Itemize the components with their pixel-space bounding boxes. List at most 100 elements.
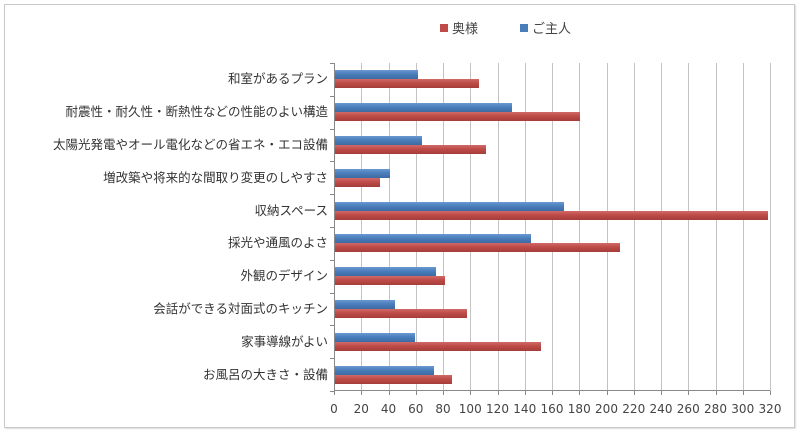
x-tick bbox=[552, 391, 553, 395]
x-tick bbox=[524, 391, 526, 395]
bar-wife bbox=[335, 177, 380, 187]
bar-wife bbox=[335, 243, 620, 253]
x-tick bbox=[361, 391, 363, 395]
x-tick-label: 320 bbox=[758, 402, 782, 416]
gridline bbox=[606, 63, 608, 391]
chart-legend: 奥様 ご主人 bbox=[440, 18, 571, 37]
x-tick-label: 300 bbox=[731, 402, 755, 416]
bar-husband bbox=[335, 300, 395, 309]
bar-wife bbox=[335, 276, 446, 286]
x-tick bbox=[497, 391, 499, 395]
bar-wife bbox=[335, 374, 453, 384]
y-tick bbox=[330, 161, 334, 163]
category-label: 採光や通風のよさ bbox=[227, 235, 328, 251]
gridline bbox=[770, 63, 771, 391]
x-tick bbox=[579, 391, 581, 395]
x-tick-label: 40 bbox=[380, 402, 397, 416]
x-axis bbox=[334, 390, 770, 391]
y-tick bbox=[330, 63, 334, 64]
bar-wife bbox=[335, 145, 487, 154]
legend-item-wife: 奥様 bbox=[440, 18, 478, 37]
gridline bbox=[579, 63, 581, 391]
gridline bbox=[552, 63, 553, 391]
bar-wife bbox=[335, 309, 468, 318]
y-tick bbox=[330, 128, 334, 130]
x-tick-label: 140 bbox=[513, 402, 537, 416]
bar-husband bbox=[335, 267, 436, 277]
plot-area bbox=[330, 63, 771, 395]
x-tick-label: 240 bbox=[649, 402, 673, 416]
category-label: 家事導線がよい bbox=[241, 333, 328, 349]
gridline bbox=[388, 63, 390, 391]
x-tick-label: 80 bbox=[435, 402, 451, 416]
y-axis bbox=[334, 63, 335, 391]
gridline bbox=[742, 63, 744, 391]
bar-husband bbox=[335, 168, 390, 178]
gridline bbox=[415, 63, 417, 391]
legend-swatch-wife bbox=[440, 23, 448, 32]
bar-wife bbox=[335, 79, 480, 89]
legend-swatch-husband bbox=[520, 23, 529, 32]
x-tick-label: 260 bbox=[676, 402, 700, 416]
category-label: 耐震性・耐久性・断熱性などの性能のよい構造 bbox=[65, 104, 328, 120]
bar-husband bbox=[335, 332, 416, 342]
x-tick-label: 280 bbox=[704, 402, 727, 416]
x-tick-label: 0 bbox=[330, 402, 338, 416]
gridline bbox=[524, 63, 526, 391]
category-label: 会話ができる対面式のキッチン bbox=[153, 301, 328, 316]
bar-husband bbox=[335, 201, 564, 211]
x-tick bbox=[770, 391, 771, 395]
x-tick bbox=[606, 391, 608, 395]
x-tick-label: 100 bbox=[458, 402, 482, 416]
x-tick bbox=[415, 391, 417, 395]
gridline bbox=[470, 63, 472, 391]
gridline bbox=[497, 63, 499, 391]
gridline bbox=[688, 63, 690, 391]
x-tick-label: 180 bbox=[567, 402, 591, 416]
gridline bbox=[715, 63, 717, 391]
x-tick-label: 220 bbox=[622, 402, 646, 416]
legend-label-wife: 奥様 bbox=[452, 22, 479, 37]
x-tick bbox=[470, 391, 472, 395]
bar-husband bbox=[335, 136, 423, 145]
y-tick bbox=[330, 95, 334, 97]
x-tick bbox=[334, 391, 335, 395]
y-tick bbox=[330, 292, 334, 294]
x-tick bbox=[715, 391, 717, 395]
x-tick bbox=[633, 391, 635, 395]
category-label: 収納スペース bbox=[254, 202, 328, 218]
x-tick bbox=[742, 391, 744, 395]
category-label: 和室があるプラン bbox=[227, 71, 328, 87]
legend-label-husband: ご主人 bbox=[532, 22, 572, 37]
gridline bbox=[361, 63, 363, 391]
y-tick bbox=[330, 194, 334, 196]
x-tick bbox=[388, 391, 390, 395]
x-tick-label: 200 bbox=[595, 402, 618, 416]
bar-wife bbox=[335, 112, 581, 122]
gridline bbox=[661, 63, 662, 391]
x-tick bbox=[688, 391, 690, 395]
y-tick bbox=[330, 325, 334, 327]
x-tick-label: 160 bbox=[540, 402, 564, 416]
category-label: 増改築や将来的な間取り変更のしやすさ bbox=[103, 169, 328, 185]
y-tick bbox=[330, 259, 334, 261]
y-tick bbox=[330, 391, 334, 392]
x-tick bbox=[443, 391, 444, 395]
bar-wife bbox=[335, 341, 541, 351]
category-label: 太陽光発電やオール電化などの省エネ・エコ設備 bbox=[52, 137, 328, 152]
gridline bbox=[633, 63, 635, 391]
bar-husband bbox=[335, 103, 513, 113]
y-tick bbox=[330, 227, 334, 228]
legend-item-husband: ご主人 bbox=[520, 18, 571, 37]
x-tick-label: 20 bbox=[353, 402, 369, 416]
y-tick bbox=[330, 358, 334, 360]
x-tick-label: 60 bbox=[408, 402, 424, 416]
x-tick-label: 120 bbox=[486, 402, 509, 416]
bar-husband bbox=[335, 365, 435, 375]
x-tick bbox=[661, 391, 662, 395]
bar-husband bbox=[335, 70, 419, 80]
gridline bbox=[443, 63, 444, 391]
category-label: 外観のデザイン bbox=[240, 268, 328, 284]
category-label: お風呂の大きさ・設備 bbox=[202, 366, 328, 382]
bar-wife bbox=[335, 210, 769, 220]
